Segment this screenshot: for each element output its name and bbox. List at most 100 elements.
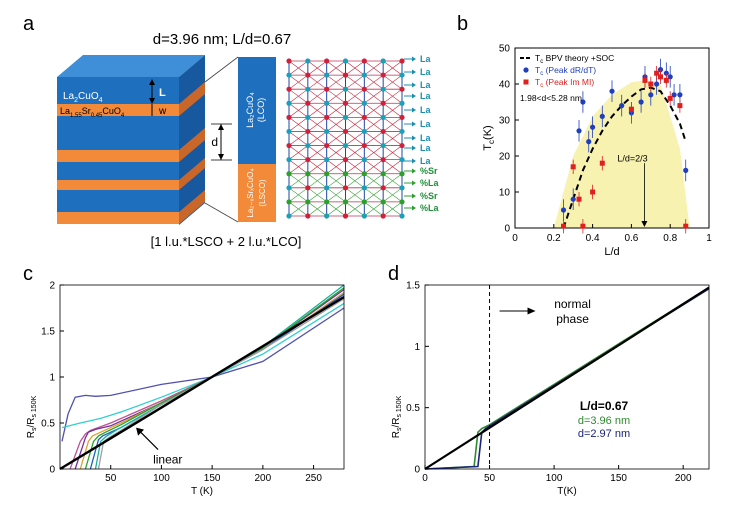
lattice-atom (361, 171, 367, 177)
lattice-atom (324, 86, 330, 92)
data-point-dr-dt (654, 81, 660, 87)
lattice-bond (345, 117, 365, 132)
lattice-atom (342, 199, 349, 205)
x-tick-label: 100 (546, 473, 563, 484)
lattice-bond (307, 88, 327, 104)
legend-swatch (523, 67, 529, 73)
x-tick-label: 0.6 (624, 233, 638, 244)
lattice-atom (342, 72, 349, 78)
data-point-dr-dt (570, 196, 576, 202)
lattice-atom (286, 86, 292, 92)
lattice-atom (342, 213, 349, 219)
lattice-label: La (420, 156, 431, 166)
lattice-atom (380, 86, 386, 92)
lattice-atom (342, 185, 349, 191)
lattice-bond (364, 187, 384, 203)
lattice-arrowhead (412, 107, 416, 113)
lattice-atom (399, 72, 405, 78)
lattice-atom (361, 157, 367, 163)
lattice-bond (326, 74, 346, 90)
data-point-dr-dt (560, 207, 567, 213)
lattice-atom (286, 157, 292, 163)
legend-entry-sub: c (540, 71, 543, 77)
lco-box (238, 57, 276, 164)
linear-fit-line (59, 295, 345, 471)
lattice-atom (305, 199, 311, 205)
lattice-arrowhead (412, 158, 416, 164)
x-tick-label: 50 (484, 473, 496, 484)
panel-c: c 50 100 150 200 250 0 0.5 1 1.5 2 T (K) Rs/Rs 150K… (23, 263, 345, 497)
lattice-bond (326, 187, 346, 203)
data-point-im-mi (677, 103, 683, 109)
x-tick-label: 250 (305, 473, 322, 484)
arrowhead (218, 154, 224, 160)
lattice-bond (326, 145, 346, 160)
lattice-label: La (420, 67, 431, 77)
lattice-label: La (420, 80, 431, 90)
x-tick-label: 200 (255, 473, 272, 484)
y-tick-label: 20 (499, 152, 511, 163)
arrowhead (149, 98, 155, 104)
lattice-atom (286, 185, 292, 191)
lco-layer (57, 162, 179, 180)
lattice-atom (286, 128, 292, 135)
lattice-label: La (420, 133, 431, 143)
lattice-atom (324, 171, 330, 177)
range-note: 1.98<d<5.28 nm (520, 93, 582, 103)
uncertainty-band (553, 80, 690, 229)
panel-b: b 0 0.2 0.4 0.6 0.8 101020304050L/dTc(K)L/d=2… (457, 13, 712, 258)
x-tick-label: 1 (706, 233, 712, 244)
y-tick-label: 30 (499, 116, 511, 127)
lattice-atom (399, 185, 405, 191)
lattice-atom (399, 157, 405, 163)
y-axis-label-main: R (391, 431, 402, 438)
lattice-atom (361, 128, 367, 135)
data-point-dr-dt (590, 124, 596, 130)
lattice-atom (342, 58, 349, 64)
lattice-atom (305, 171, 311, 177)
y-tick-label: 10 (499, 188, 511, 199)
data-point-dr-dt (683, 167, 689, 173)
legend-entry-sub: c (540, 83, 543, 89)
x-tick-label: 150 (204, 473, 221, 484)
lsco-box (238, 164, 276, 222)
lattice-atom (399, 58, 405, 64)
lattice-bond (364, 145, 384, 160)
panel-b-label: b (457, 13, 468, 35)
lattice-label: %La (420, 203, 440, 213)
lattice-bond (382, 117, 403, 132)
legend-title: L/d=0.67 (580, 399, 629, 413)
dim-L-label: L (159, 87, 166, 99)
lattice-label: La (420, 119, 431, 129)
lattice-label: La (420, 54, 431, 64)
lattice-atom (324, 199, 330, 205)
lattice-atom (399, 142, 405, 149)
data-point-im-mi (628, 106, 634, 112)
x-tick-label: 0.2 (547, 233, 561, 244)
lattice-bond (345, 131, 365, 146)
lattice-atom (361, 114, 367, 120)
lattice-atom (324, 185, 330, 191)
x-tick-label: 100 (153, 473, 170, 484)
lattice-atom (399, 213, 405, 219)
lattice-atom (324, 213, 330, 219)
lattice-bond (288, 145, 309, 160)
lattice-atom (361, 185, 367, 191)
panel-d-label: d (388, 263, 399, 285)
lattice-atom (305, 213, 311, 219)
y-tick-label: 2 (49, 281, 55, 292)
data-point-dr-dt (671, 92, 677, 98)
legend-entry-main: T (535, 77, 540, 87)
lattice-atom (380, 58, 386, 64)
lattice-bond (382, 159, 403, 174)
lco-layer-label: La2CuO4 (63, 91, 103, 104)
data-point-im-mi (561, 223, 566, 229)
lattice-bond (288, 173, 309, 189)
lattice-atom (324, 100, 330, 106)
lattice-bond (382, 187, 403, 203)
data-point-im-mi (658, 74, 663, 80)
lattice-bond (382, 201, 403, 217)
lattice-arrowhead (412, 180, 416, 186)
lattice-bond (364, 131, 384, 146)
lattice-atom (305, 100, 311, 106)
